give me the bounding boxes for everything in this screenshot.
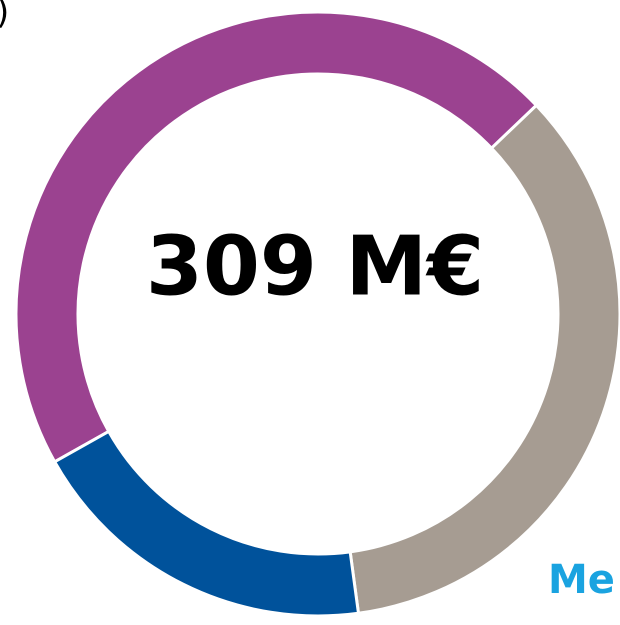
cropped-text: ) [0,0,9,33]
donut-segment [52,429,361,618]
center-label: 309 M€ [146,219,484,314]
cropped-text: Me [548,557,615,603]
donut-segment [14,10,539,464]
donut-segment [348,103,620,615]
